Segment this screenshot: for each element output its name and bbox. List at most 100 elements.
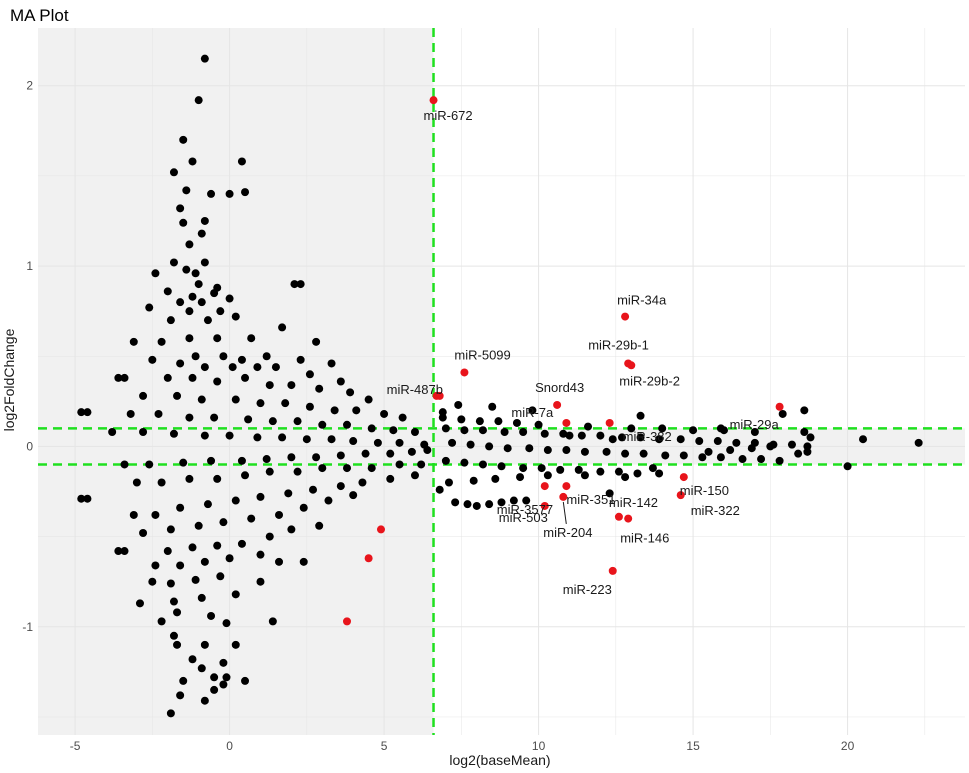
highlighted-point	[364, 554, 373, 563]
data-point	[148, 355, 157, 364]
point-label: miR-503	[499, 510, 548, 525]
data-point	[268, 417, 277, 426]
highlighted-point	[343, 617, 351, 626]
data-point	[241, 676, 250, 685]
data-point	[543, 471, 552, 480]
data-point	[441, 456, 450, 465]
data-point	[256, 492, 265, 501]
data-point	[423, 446, 432, 455]
highlighted-point	[627, 361, 636, 370]
highlighted-points	[343, 96, 784, 626]
point-label: miR-142	[609, 495, 658, 510]
data-point	[661, 451, 670, 460]
data-point	[237, 456, 246, 465]
highlighted-point	[679, 473, 688, 482]
data-point	[349, 491, 358, 500]
data-point	[695, 437, 704, 446]
point-label: miR-7a	[511, 405, 554, 420]
x-axis-ticks: -5 0 5 10 15 20	[70, 739, 855, 753]
data-point	[197, 229, 206, 238]
highlighted-point	[621, 312, 630, 321]
data-point	[485, 442, 494, 451]
data-point	[757, 455, 766, 464]
data-point	[163, 373, 172, 382]
data-point	[358, 478, 367, 487]
highlighted-point	[614, 512, 623, 521]
data-point	[352, 406, 361, 415]
point-labels: miR-672 miR-34a miR-29b-1 miR-29b-2 miR-5099…	[387, 108, 780, 597]
data-point	[584, 422, 593, 431]
data-point	[185, 334, 194, 343]
data-point	[500, 428, 509, 436]
data-point	[519, 464, 528, 473]
highlighted-point	[460, 368, 469, 377]
highlighted-point	[559, 492, 568, 501]
x-tick-label: -5	[70, 739, 81, 753]
data-point	[176, 561, 185, 570]
data-point	[213, 377, 222, 386]
data-point	[77, 494, 86, 503]
x-tick-label: 0	[226, 739, 233, 753]
data-point	[216, 307, 225, 316]
data-point	[800, 428, 809, 436]
data-point	[655, 469, 664, 478]
y-axis-title: log2FoldChange	[1, 328, 17, 431]
data-point	[639, 449, 648, 458]
data-point	[843, 462, 852, 471]
data-point	[237, 355, 246, 364]
data-point	[318, 464, 327, 473]
data-point	[284, 489, 293, 498]
data-point	[509, 496, 518, 505]
highlighted-point	[775, 402, 784, 411]
point-label: miR-223	[563, 582, 612, 597]
data-point	[367, 424, 376, 433]
highlighted-point	[553, 400, 562, 409]
data-point	[475, 417, 484, 426]
data-point	[534, 420, 543, 429]
data-point	[200, 640, 209, 649]
data-point	[336, 377, 345, 386]
data-point	[185, 413, 194, 422]
data-point	[265, 381, 274, 390]
data-point	[188, 655, 197, 664]
data-point	[129, 337, 138, 346]
data-point	[577, 431, 586, 440]
data-point	[386, 474, 395, 483]
data-point	[608, 435, 617, 444]
data-point	[395, 460, 404, 469]
data-point	[287, 381, 296, 390]
data-point	[287, 453, 296, 462]
y-tick-label: 2	[26, 79, 33, 93]
data-point	[454, 400, 463, 409]
data-point	[188, 292, 197, 301]
data-point	[247, 514, 256, 523]
data-point	[794, 449, 803, 458]
data-point	[528, 406, 537, 415]
data-point	[219, 352, 228, 361]
data-point	[151, 269, 160, 278]
data-point	[914, 438, 923, 447]
data-point	[287, 525, 296, 534]
data-point	[738, 455, 747, 464]
data-point	[200, 54, 209, 63]
data-point	[580, 447, 589, 456]
data-point	[265, 532, 274, 541]
data-point	[689, 426, 698, 435]
data-point	[244, 415, 253, 424]
data-point	[210, 673, 219, 682]
data-point	[726, 446, 735, 455]
data-point	[173, 391, 182, 400]
data-point	[241, 471, 250, 480]
data-point	[151, 561, 160, 570]
data-point	[324, 496, 333, 505]
data-point	[163, 287, 172, 296]
data-point	[231, 640, 240, 649]
highlighted-point	[605, 418, 614, 427]
data-point	[463, 500, 472, 509]
data-point	[197, 298, 206, 307]
data-point	[330, 406, 339, 415]
data-point	[398, 413, 407, 422]
data-point	[203, 316, 212, 325]
data-point	[219, 680, 228, 689]
point-label: miR-34a	[617, 293, 667, 308]
